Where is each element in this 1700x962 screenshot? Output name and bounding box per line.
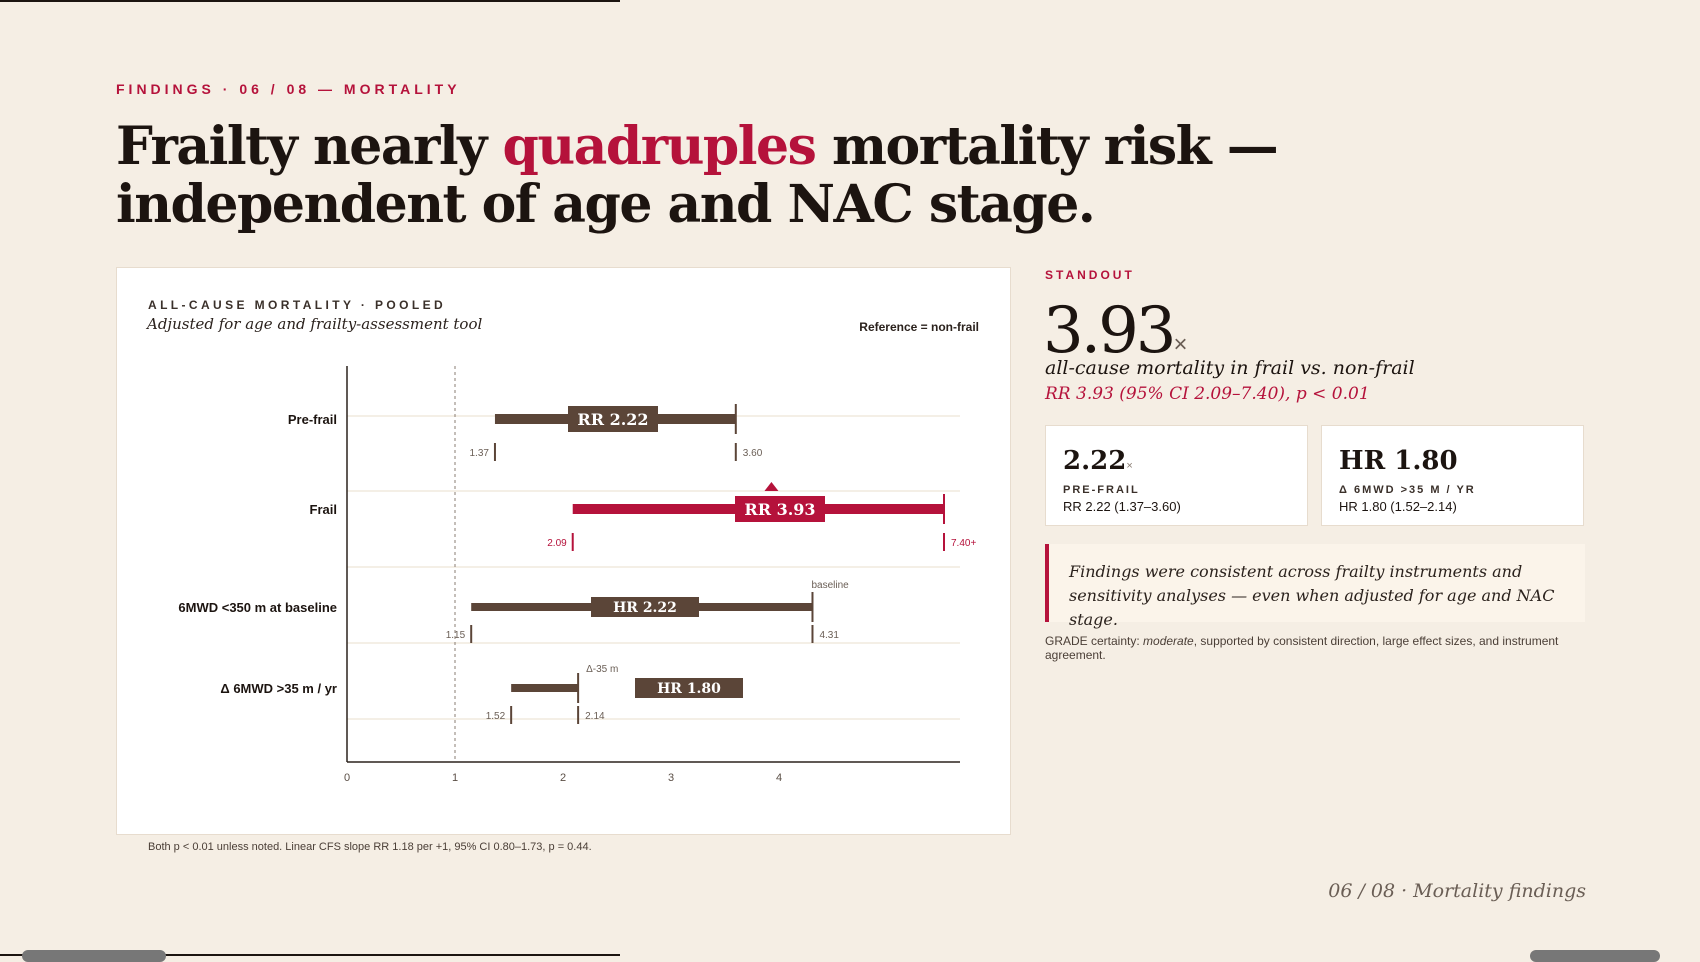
- card-unit: ×: [1126, 460, 1133, 472]
- card-value: HR 1.80: [1339, 446, 1458, 476]
- title-line2: independent of age and NAC stage.: [116, 174, 1096, 235]
- ci-high-label: 2.14: [585, 711, 605, 722]
- title-part1: Frailty nearly: [116, 116, 503, 177]
- page-title: Frailty nearly quadruples mortality risk…: [116, 118, 1416, 234]
- estimate-label: HR 1.80: [657, 681, 721, 697]
- grade-level: moderate: [1143, 634, 1194, 648]
- estimate-box: [635, 678, 743, 698]
- ci-low-label: 1.52: [486, 711, 506, 722]
- card-label: PRE-FRAIL: [1063, 484, 1140, 496]
- ci-low-label: 2.09: [547, 538, 567, 549]
- card-value: 2.22×: [1063, 446, 1133, 476]
- forest-plot: 0 1 2 3 4 Pre-frail RR 2.22 1.37 3.60 Frail RR 3.9…: [178, 366, 976, 784]
- estimate-label: HR 2.22: [613, 600, 677, 616]
- consistency-callout: Findings were consistent across frailty …: [1045, 544, 1585, 629]
- page-footer: 06 / 08 · Mortality findings: [1328, 880, 1586, 902]
- scroll-handle-right[interactable]: [1530, 950, 1660, 962]
- x-tick-label: 2: [560, 772, 566, 784]
- chart-footnote: Both p < 0.01 unless noted. Linear CFS s…: [148, 841, 592, 853]
- ci-high-label: 7.40+: [951, 538, 976, 549]
- standout-stat: RR 3.93 (95% CI 2.09–7.40), p < 0.01: [1045, 384, 1370, 404]
- ci-high-label: 3.60: [743, 448, 763, 459]
- estimate-box: [568, 406, 658, 432]
- standout-description: all-cause mortality in frail vs. non-fra…: [1045, 357, 1415, 379]
- x-tick-label: 3: [668, 772, 674, 784]
- callout-text: Findings were consistent across frailty …: [1069, 562, 1555, 629]
- top-rule: [0, 0, 620, 2]
- row-label: Frail: [310, 502, 337, 517]
- x-tick-label: 4: [776, 772, 782, 784]
- reference-note: Reference = non-frail: [859, 320, 979, 334]
- highlight-marker: [764, 482, 779, 491]
- chart-card: ALL-CAUSE MORTALITY · POOLED Adjusted fo…: [116, 267, 1011, 835]
- grade-suffix: , supported by consistent direction, lar…: [1045, 634, 1559, 662]
- stat-card-6mwd-decline: HR 1.80 Δ 6MWD >35 M / YR HR 1.80 (1.52–…: [1321, 425, 1584, 526]
- row-label: Δ 6MWD >35 m / yr: [220, 681, 337, 696]
- row-annotation: Δ-35 m: [586, 664, 618, 675]
- x-tick-label: 1: [452, 772, 458, 784]
- estimate-box: [591, 597, 699, 617]
- estimate-label: RR 3.93: [744, 500, 815, 519]
- section-eyebrow: FINDINGS · 06 / 08 — MORTALITY: [116, 81, 461, 97]
- estimate-label: RR 2.22: [577, 410, 648, 429]
- card-number: HR 1.80: [1339, 446, 1458, 476]
- ci-low-label: 1.15: [446, 630, 466, 641]
- row-annotation: baseline: [811, 580, 849, 591]
- x-tick-label: 0: [344, 772, 350, 784]
- card-detail: HR 1.80 (1.52–2.14): [1339, 499, 1457, 514]
- card-detail: RR 2.22 (1.37–3.60): [1063, 499, 1181, 514]
- scroll-handle-left[interactable]: [22, 950, 166, 962]
- title-part2: mortality risk —: [815, 116, 1279, 177]
- estimate-box: [735, 496, 825, 522]
- standout-value: 3.93×: [1043, 296, 1188, 380]
- ci-high-label: 4.31: [819, 630, 839, 641]
- ci-low-label: 1.37: [469, 448, 489, 459]
- row-label: Pre-frail: [288, 412, 337, 427]
- card-number: 2.22: [1063, 446, 1127, 476]
- row-label: 6MWD <350 m at baseline: [178, 600, 337, 615]
- grade-prefix: GRADE certainty:: [1045, 634, 1144, 648]
- bottom-rule: [0, 954, 620, 956]
- chart-subtitle: Adjusted for age and frailty-assessment …: [147, 315, 483, 333]
- title-accent: quadruples: [502, 116, 817, 177]
- standout-label: STANDOUT: [1045, 268, 1135, 282]
- card-label: Δ 6MWD >35 M / YR: [1339, 484, 1476, 496]
- standout-number: 3.93: [1043, 294, 1176, 368]
- grade-note: GRADE certainty: moderate, supported by …: [1045, 634, 1590, 662]
- standout-unit: ×: [1173, 331, 1188, 358]
- chart-eyebrow: ALL-CAUSE MORTALITY · POOLED: [148, 298, 447, 312]
- stat-card-pre-frail: 2.22× PRE-FRAIL RR 2.22 (1.37–3.60): [1045, 425, 1308, 526]
